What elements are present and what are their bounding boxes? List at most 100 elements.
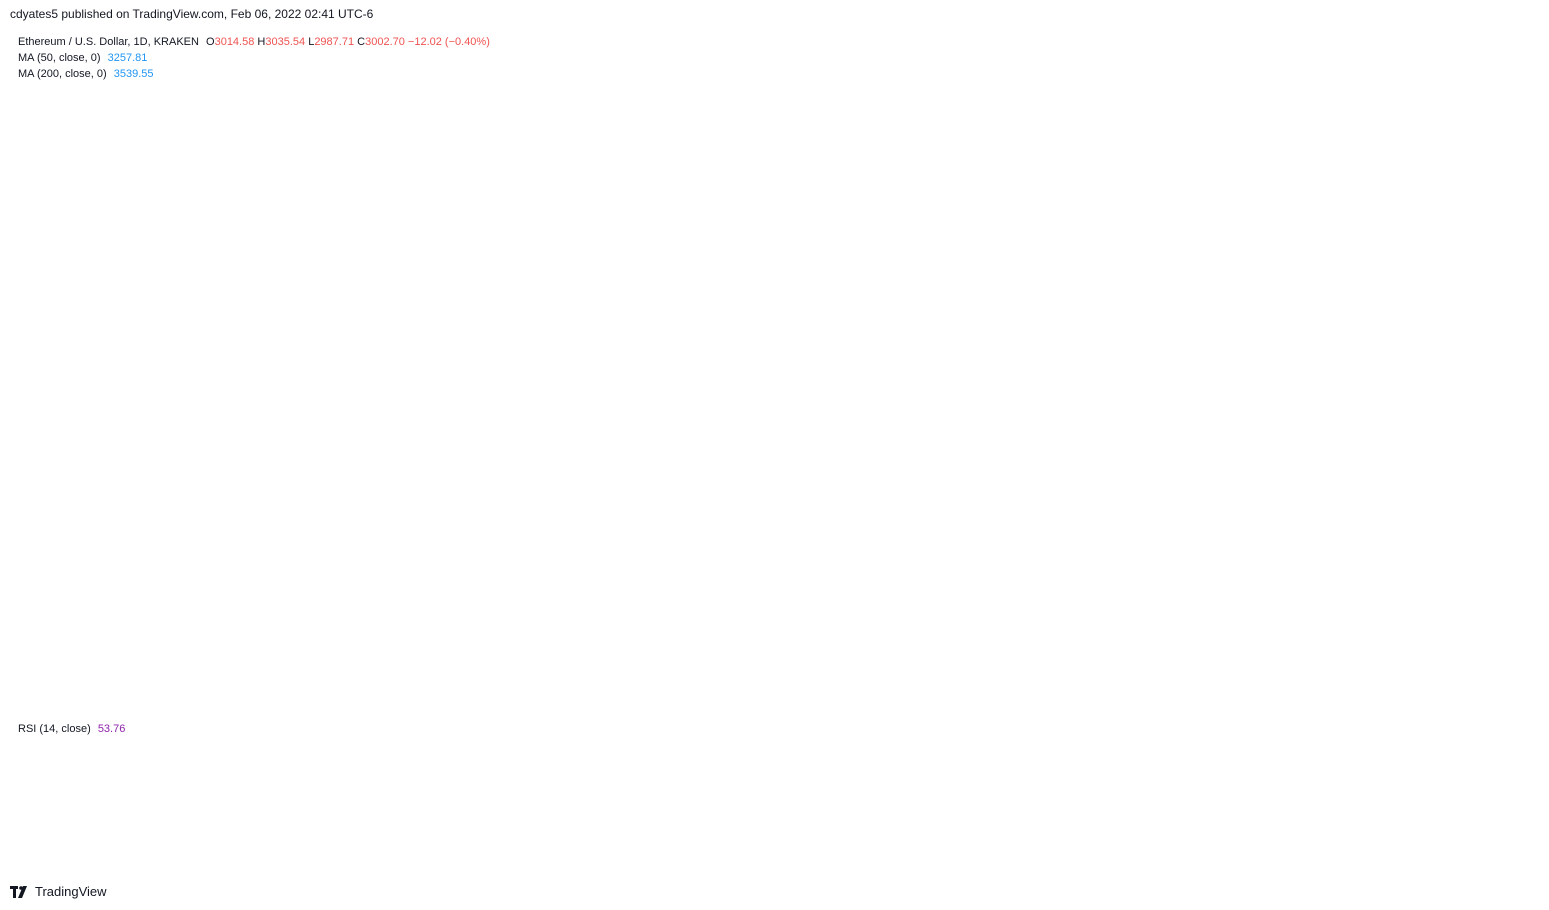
candle-body <box>474 437 479 444</box>
candle-body <box>1249 265 1253 277</box>
candle-body <box>255 370 259 374</box>
candle-body <box>208 355 213 365</box>
candle-body <box>945 215 950 223</box>
ma50-label: MA (50, close, 0) <box>18 52 101 64</box>
candle-body <box>764 339 768 346</box>
candle-body <box>292 370 297 377</box>
candle-body <box>1375 351 1379 354</box>
candle-body <box>470 443 474 454</box>
td-count-label: 9 <box>1387 305 1394 319</box>
candle-body <box>931 224 936 237</box>
ma200-legend: MA (200, close, 0) 3539.55 <box>18 68 153 80</box>
candle-body <box>955 216 959 218</box>
ma50-legend: MA (50, close, 0) 3257.81 <box>18 52 147 64</box>
candle-body <box>1137 248 1141 255</box>
candle-body <box>1230 263 1234 265</box>
currency-label[interactable]: USD <box>1489 35 1521 51</box>
publish-header: cdyates5 published on TradingView.com, F… <box>10 7 373 21</box>
candle-body <box>260 373 264 375</box>
footer-brand[interactable]: TradingView <box>10 884 107 899</box>
candle-body <box>1109 225 1113 232</box>
price-tick-label: 8400.00 <box>1481 15 1521 27</box>
price-tick-label: 1120.00 <box>1481 624 1520 636</box>
candle-body <box>83 318 87 343</box>
candle-body <box>866 257 870 265</box>
candle-body <box>614 308 619 310</box>
candle-body <box>1076 209 1080 212</box>
candle-body <box>871 257 875 259</box>
candle-body <box>152 269 157 286</box>
candle-body <box>819 280 824 287</box>
candle-body <box>959 202 964 218</box>
candle-body <box>1057 219 1062 221</box>
time-axis[interactable]: May Jun Jul Aug Sep Oct Nov Dec 2022 Feb <box>74 854 1381 866</box>
candle-body <box>964 202 968 205</box>
ohlc-open: O3014.58 <box>206 36 255 48</box>
candle-body <box>680 259 684 272</box>
candle-body <box>1081 207 1085 212</box>
candle-body <box>1253 276 1258 290</box>
candle-body <box>652 277 656 284</box>
candle-body <box>171 392 175 409</box>
candle-body <box>78 342 82 358</box>
candle-body <box>917 233 922 241</box>
candle-body <box>610 298 614 309</box>
candle-body <box>50 391 54 397</box>
candle-body <box>903 237 908 247</box>
candle-body <box>92 287 96 310</box>
candle-body <box>17 392 21 401</box>
candle-body <box>1347 394 1351 399</box>
candle-body <box>115 250 119 262</box>
candle-body <box>908 242 912 247</box>
candle-body <box>1043 227 1048 231</box>
price-tick-label: 2550.00 <box>1481 375 1521 387</box>
candle-body <box>306 407 311 426</box>
candle-body <box>129 237 133 239</box>
candle-body <box>1132 248 1136 250</box>
candle-body <box>1174 251 1178 254</box>
candle-body <box>353 446 357 458</box>
time-tick-label: Jun <box>220 854 238 866</box>
candle-body <box>526 342 530 362</box>
candle-body <box>969 204 973 207</box>
candle-body <box>358 436 362 447</box>
candle-body <box>1202 234 1206 242</box>
candle-body <box>1160 257 1164 259</box>
candle-body <box>1197 234 1202 244</box>
candle-body <box>978 196 982 198</box>
candle-body <box>227 367 231 373</box>
candle-body <box>302 391 306 408</box>
candle-body <box>801 297 805 311</box>
price-zone <box>597 290 1420 299</box>
candle-body <box>698 289 702 296</box>
candle-body <box>283 376 287 378</box>
candle-body <box>138 256 143 260</box>
candle-body <box>213 355 217 367</box>
candle-body <box>1099 222 1104 229</box>
price-tick-label: 3250.00 <box>1481 302 1521 314</box>
candle-body <box>395 409 399 413</box>
price-zone <box>59 357 1420 364</box>
price-tick-label: 6800.00 <box>1481 79 1521 91</box>
candle-body <box>712 294 716 299</box>
candle-body <box>1127 243 1132 250</box>
time-tick-label: Aug <box>504 854 524 866</box>
candles <box>8 183 1397 486</box>
candle-body <box>1239 258 1244 268</box>
footer-brand-text: TradingView <box>35 884 107 899</box>
candle-body <box>521 361 525 364</box>
candle-body <box>101 282 105 284</box>
candle-body <box>824 274 828 281</box>
candle-body <box>1272 313 1276 318</box>
candle-body <box>1048 226 1052 231</box>
candle-body <box>428 420 432 442</box>
candle-body <box>446 460 451 471</box>
price-axis[interactable]: 915.00 1010.00 1120.00 1240.00 1390.00 1550.0… <box>1481 15 1521 836</box>
candle-body <box>442 452 446 461</box>
candle-body <box>162 297 166 299</box>
candle-body <box>218 359 222 367</box>
time-tick-label: Oct <box>790 854 807 866</box>
rsi-pane <box>9 723 1470 817</box>
candle-body <box>41 399 45 409</box>
